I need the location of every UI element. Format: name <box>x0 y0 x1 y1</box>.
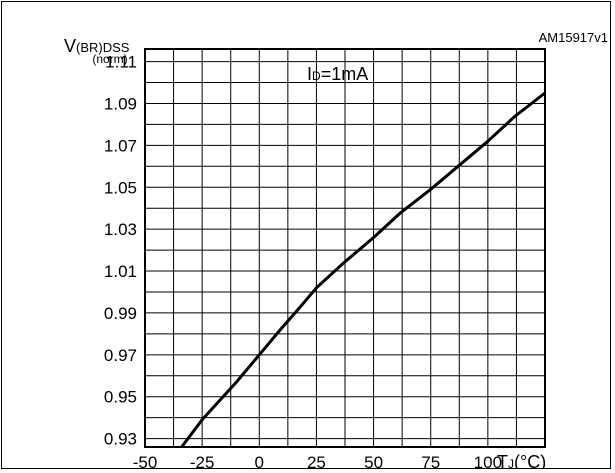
grid <box>145 49 545 447</box>
annotation-id: ID=1mA <box>307 64 368 84</box>
x-tick-label: 0 <box>255 453 264 468</box>
x-tick-label: -25 <box>190 453 215 468</box>
y-tick-label: 1.01 <box>104 262 137 281</box>
x-tick-label: -50 <box>133 453 158 468</box>
figure-id: AM15917v1 <box>539 30 608 45</box>
x-tick-label: 50 <box>364 453 383 468</box>
series-line <box>180 91 546 448</box>
chart-svg: 0.93 0.95 0.97 0.99 1.01 1.03 1.05 1.07 1.09 1.11… <box>64 30 608 468</box>
x-tick-label: 100 <box>474 453 502 468</box>
x-tick-label: 25 <box>307 453 326 468</box>
y-tick-label: 0.93 <box>104 430 137 449</box>
y-axis-unit: (norm) <box>92 52 127 66</box>
y-tick-label: 1.07 <box>104 136 137 155</box>
y-tick-label: 0.97 <box>104 346 137 365</box>
plot-border <box>144 48 546 448</box>
y-tick-label: 1.03 <box>104 220 137 239</box>
x-axis-label: TJ(°C) <box>497 452 546 468</box>
x-tick-label: 75 <box>421 453 440 468</box>
y-tick-label: 0.95 <box>104 388 137 407</box>
y-tick-label: 1.11 <box>105 53 137 72</box>
y-tick-label: 1.09 <box>104 94 137 113</box>
y-axis-label: V(BR)DSS <box>64 36 130 56</box>
x-tick-labels: -50 -25 0 25 50 75 100 <box>133 453 502 468</box>
y-tick-labels: 0.93 0.95 0.97 0.99 1.01 1.03 1.05 1.07 1.09 1.11 <box>104 53 137 449</box>
y-tick-label: 1.05 <box>104 178 137 197</box>
y-tick-label: 0.99 <box>104 304 137 323</box>
